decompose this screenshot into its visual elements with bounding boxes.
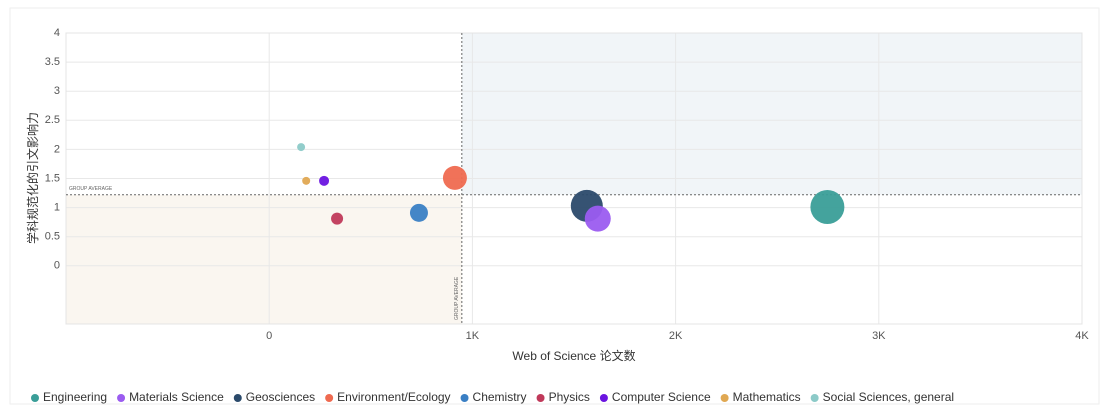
legend-marker	[31, 394, 39, 402]
legend-marker	[117, 394, 126, 402]
quadrant-low	[66, 194, 462, 324]
legend-marker	[599, 394, 608, 402]
y-tick-label: 4	[54, 27, 60, 39]
y-tick-label: 0.5	[45, 231, 60, 243]
legend-label: Computer Science	[612, 390, 711, 404]
bubble	[297, 143, 306, 152]
y-tick-label: 2	[54, 143, 60, 155]
quadrant-high	[461, 33, 1082, 195]
x-tick-label: 0	[266, 330, 272, 342]
legend-marker	[325, 394, 334, 402]
bubble	[442, 165, 467, 190]
x-tick-label: 2K	[669, 330, 683, 342]
legend-label: Geosciences	[246, 390, 315, 404]
legend-marker	[233, 394, 242, 402]
legend-marker	[536, 394, 545, 402]
x-tick-label: 3K	[872, 330, 886, 342]
legend-label: Environment/Ecology	[337, 390, 450, 404]
average-label: GROUP AVERAGE	[454, 276, 460, 320]
legend-label: Materials Science	[129, 390, 224, 404]
bubble	[409, 203, 428, 222]
legend-label: Physics	[549, 390, 590, 404]
bubble	[810, 190, 845, 225]
legend-label: Mathematics	[733, 390, 801, 404]
legend-marker	[810, 394, 819, 402]
legend-marker	[720, 394, 729, 402]
legend-label: Chemistry	[473, 390, 527, 404]
y-axis-label: 学科规范化的引文影响力	[25, 112, 40, 244]
bubble	[319, 175, 330, 186]
x-tick-label: 1K	[466, 330, 480, 342]
x-axis-label: Web of Science 论文数	[512, 348, 635, 363]
x-tick-label: 4K	[1075, 330, 1089, 342]
bubble	[302, 176, 311, 185]
y-tick-label: 1	[54, 202, 60, 214]
y-tick-label: 3	[54, 85, 60, 97]
bubble	[584, 205, 611, 232]
y-tick-label: 1.5	[45, 172, 60, 184]
legend-label: Social Sciences, general	[823, 390, 954, 404]
legend-marker	[460, 394, 469, 402]
y-tick-label: 0	[54, 260, 60, 272]
bubble	[331, 212, 344, 225]
y-tick-label: 3.5	[45, 56, 60, 68]
legend-label: Engineering	[43, 390, 107, 404]
average-label: GROUP AVERAGE	[69, 186, 113, 192]
y-tick-label: 2.5	[45, 114, 60, 126]
plot-border	[65, 32, 1083, 325]
